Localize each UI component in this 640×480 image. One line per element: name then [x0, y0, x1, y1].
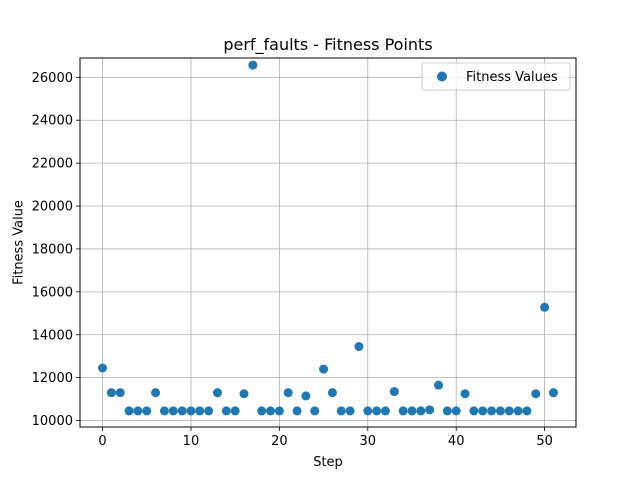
y-tick-label: 24000: [32, 114, 73, 129]
data-point: [133, 406, 143, 416]
grid-layer: [80, 58, 576, 427]
data-point: [212, 388, 222, 398]
data-point: [398, 406, 408, 416]
legend: Fitness Values: [421, 62, 571, 91]
data-point: [115, 388, 125, 398]
x-tick-label: 50: [536, 434, 553, 449]
x-tick-label: 0: [98, 434, 106, 449]
x-tick-label: 20: [271, 434, 288, 449]
data-point: [310, 406, 320, 416]
data-point: [522, 406, 532, 416]
data-point: [204, 406, 214, 416]
y-axis-title: Fitness Value: [12, 200, 27, 285]
data-point: [319, 364, 329, 374]
y-tick-label: 18000: [32, 242, 73, 257]
data-point: [478, 406, 488, 416]
data-point: [151, 388, 161, 398]
data-point: [124, 406, 134, 416]
data-point: [257, 406, 267, 416]
legend-label: Fitness Values: [466, 70, 558, 85]
data-point: [460, 389, 470, 399]
data-point: [469, 406, 479, 416]
data-point: [142, 406, 152, 416]
data-point: [451, 406, 461, 416]
x-tick-label: 30: [360, 434, 377, 449]
data-point: [416, 406, 426, 416]
data-point: [363, 406, 373, 416]
points-layer: [98, 60, 558, 416]
tick-layer: 0 10 20 30 40 50 10000 12000 14000 16000 18000 2000…: [32, 71, 553, 449]
plot-frame: [79, 57, 577, 428]
x-axis-title: Step: [313, 455, 343, 470]
y-tick-label: 12000: [32, 371, 73, 386]
data-point: [98, 363, 108, 373]
data-point: [159, 406, 169, 416]
data-point: [354, 342, 364, 352]
chart-title: perf_faults - Fitness Points: [223, 35, 432, 55]
data-point: [106, 388, 116, 398]
data-point: [407, 406, 417, 416]
data-point: [177, 406, 187, 416]
data-point: [504, 406, 514, 416]
data-point: [389, 387, 399, 397]
data-point: [274, 406, 284, 416]
data-point: [248, 60, 258, 70]
data-point: [442, 406, 452, 416]
data-point: [540, 302, 550, 312]
data-point: [495, 406, 505, 416]
data-point: [513, 406, 523, 416]
data-point: [380, 406, 390, 416]
data-point: [301, 391, 311, 401]
legend-marker: [437, 71, 447, 82]
data-point: [230, 406, 240, 416]
y-tick-label: 20000: [32, 200, 73, 215]
data-point: [292, 406, 302, 416]
y-tick-label: 14000: [32, 328, 73, 343]
data-point: [372, 406, 382, 416]
y-tick-label: 10000: [32, 414, 73, 429]
data-point: [266, 406, 276, 416]
data-point: [221, 406, 231, 416]
data-point: [239, 389, 249, 399]
data-point: [168, 406, 178, 416]
x-tick-label: 10: [183, 434, 200, 449]
y-tick-label: 26000: [32, 71, 73, 86]
data-point: [327, 388, 337, 398]
data-point: [548, 388, 558, 398]
data-point: [531, 389, 541, 399]
data-point: [425, 405, 435, 415]
data-point: [186, 406, 196, 416]
data-point: [487, 406, 497, 416]
legend-box: [421, 62, 571, 91]
data-point: [345, 406, 355, 416]
y-tick-label: 22000: [32, 157, 73, 172]
data-point: [336, 406, 346, 416]
data-point: [283, 388, 293, 398]
data-point: [434, 380, 444, 390]
y-tick-label: 16000: [32, 285, 73, 300]
x-tick-label: 40: [448, 434, 465, 449]
data-point: [195, 406, 205, 416]
